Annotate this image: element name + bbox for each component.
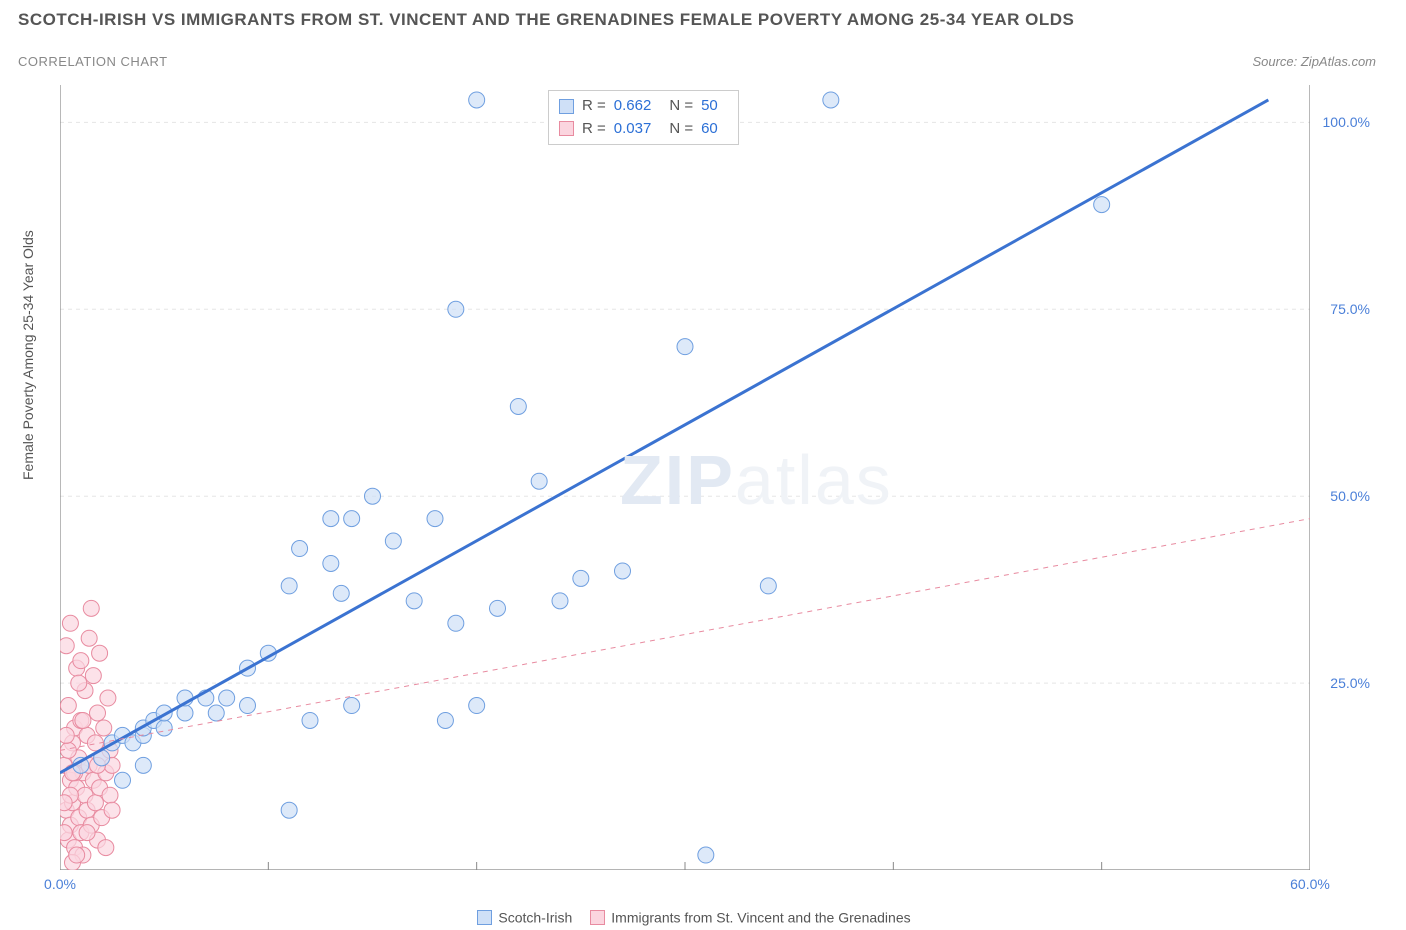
- y-axis-label: Female Poverty Among 25-34 Year Olds: [20, 230, 36, 480]
- legend-n-value: 60: [701, 118, 718, 141]
- x-tick-label: 60.0%: [1290, 876, 1330, 892]
- series-label: Immigrants from St. Vincent and the Gren…: [611, 909, 910, 925]
- y-tick-label: 100.0%: [1323, 114, 1370, 130]
- legend-row: R = 0.662 N = 50: [559, 95, 728, 118]
- legend-r-key: R =: [582, 95, 606, 118]
- legend-r-value: 0.037: [614, 118, 652, 141]
- source-label: Source: ZipAtlas.com: [1252, 54, 1376, 69]
- series-label: Scotch-Irish: [498, 909, 572, 925]
- legend-swatch: [559, 121, 574, 136]
- legend-n-key: N =: [669, 95, 693, 118]
- chart-subtitle: CORRELATION CHART: [18, 54, 168, 69]
- legend-n-value: 50: [701, 95, 718, 118]
- chart-area: ZIPatlas R =0.662N =50R =0.037N =60 25.0…: [60, 85, 1310, 870]
- legend-swatch: [559, 99, 574, 114]
- series-swatch: [590, 910, 605, 925]
- scatter-plot: [60, 85, 1310, 870]
- series-legend: Scotch-Irish Immigrants from St. Vincent …: [60, 908, 1310, 925]
- y-tick-label: 50.0%: [1330, 488, 1370, 504]
- chart-title: SCOTCH-IRISH VS IMMIGRANTS FROM ST. VINC…: [18, 10, 1074, 30]
- series-swatch: [477, 910, 492, 925]
- legend-n-key: N =: [669, 118, 693, 141]
- legend-r-value: 0.662: [614, 95, 652, 118]
- correlation-legend: R = 0.662 N = 50 R = 0.037 N = 60: [548, 90, 739, 145]
- legend-r-key: R =: [582, 118, 606, 141]
- legend-row: R = 0.037 N = 60: [559, 118, 728, 141]
- x-tick-label: 0.0%: [44, 876, 76, 892]
- y-tick-label: 75.0%: [1330, 301, 1370, 317]
- y-tick-label: 25.0%: [1330, 675, 1370, 691]
